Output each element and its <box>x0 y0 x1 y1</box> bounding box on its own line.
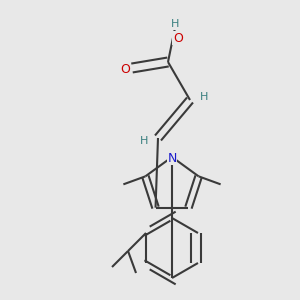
Text: H: H <box>171 19 179 29</box>
Text: N: N <box>167 152 177 164</box>
Text: H: H <box>200 92 208 102</box>
Text: O: O <box>173 32 183 44</box>
Text: H: H <box>140 136 148 146</box>
Text: O: O <box>120 64 130 76</box>
